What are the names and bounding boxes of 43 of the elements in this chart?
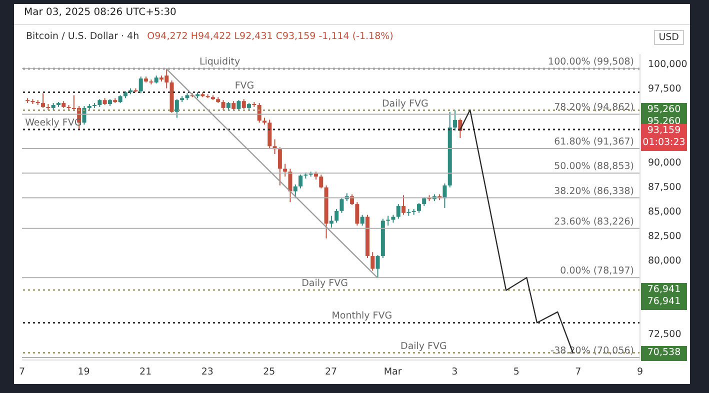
y-tick-label: 72,500	[648, 328, 682, 340]
x-tick-label: 5	[513, 366, 520, 378]
ref-line-label: 100.00% (99,508)	[548, 56, 634, 68]
x-tick-label: 19	[78, 366, 90, 378]
x-tick-label: 21	[140, 366, 152, 378]
text: Mar 03, 2025 08:26 UTC+5:30	[24, 7, 176, 18]
x-tick-label: 23	[201, 366, 214, 378]
y-tick-label: 87,500	[648, 182, 682, 193]
text: 93,159	[646, 124, 682, 137]
y-axis-title: USD	[654, 30, 684, 45]
y-tick-label: 90,000	[648, 157, 682, 168]
text: 70,538	[641, 346, 687, 359]
x-tick-label: Mar	[384, 366, 402, 378]
ref-line-label: 38.20% (86,338)	[554, 186, 634, 197]
x-tick-label: 25	[263, 366, 276, 378]
text: 01:03:23	[642, 136, 686, 149]
x-tick-label: 9	[636, 366, 644, 378]
y-tick-label: 85,000	[648, 206, 682, 218]
y-tick-label: 82,500	[648, 230, 682, 242]
x-tick-label: 7	[575, 366, 582, 378]
x-tick-label: 3	[452, 366, 458, 378]
y-tick-label: 80,000	[648, 255, 682, 266]
ref-line-label: Liquidity	[199, 56, 240, 68]
text: 76,941	[646, 296, 682, 308]
ref-line-label: 78.20% (94,862)	[554, 102, 634, 114]
text: 95,260	[646, 104, 682, 116]
text: 95,260	[646, 116, 682, 128]
x-tick-label: 27	[324, 366, 338, 378]
y-tick-label: 100,000	[648, 59, 688, 70]
ref-line-label: Daily FVG	[382, 98, 428, 110]
text: 76,941	[646, 284, 682, 296]
ref-line-label: 0.00% (78,197)	[560, 266, 634, 277]
ref-line-label: Daily FVG	[400, 340, 447, 352]
chart-title: Bitcoin / U.S. Dollar · 4h	[26, 31, 140, 42]
ref-line-label: 50.00% (88,853)	[554, 161, 634, 172]
y-tick-label: 97,500	[648, 84, 682, 95]
ref-line-label: Daily FVG	[302, 278, 348, 289]
ref-line-label: 61.80% (91,367)	[554, 136, 634, 148]
x-tick-label: 7	[18, 366, 26, 378]
chart-subtitle: O94,272 H94,422 L92,431 C93,159 -1,114 (-1.18%)	[147, 31, 394, 42]
ref-line-label: 23.60% (83,226)	[554, 216, 634, 228]
ref-line-label: Monthly FVG	[332, 310, 392, 322]
ref-line-label: FVG	[234, 80, 254, 92]
